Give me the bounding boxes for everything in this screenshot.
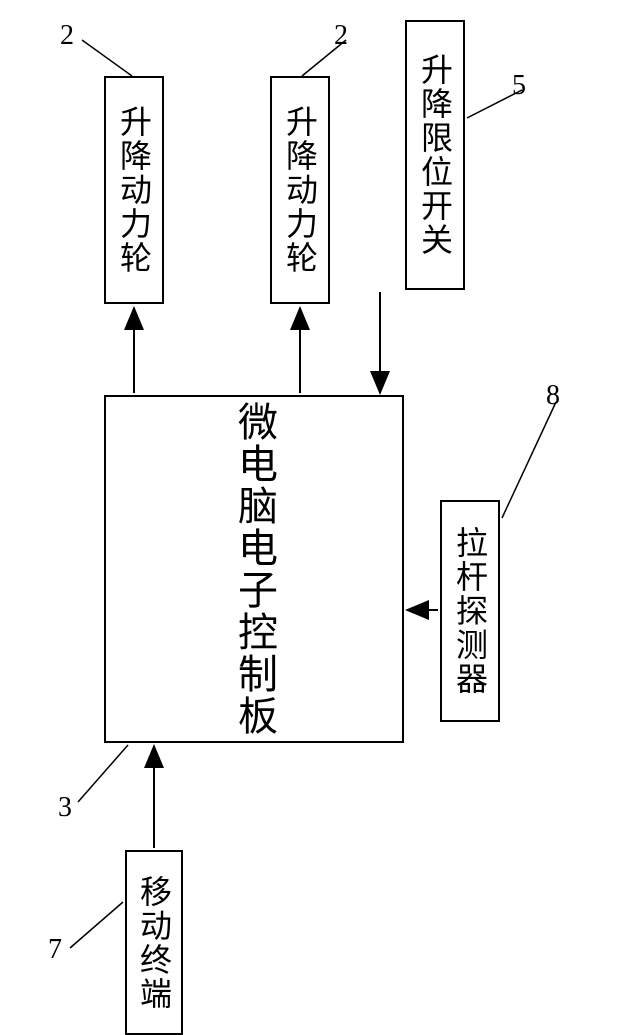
leader-7 xyxy=(70,902,123,948)
box-top-left: 升降动力轮 xyxy=(104,76,164,304)
label-8: 8 xyxy=(546,380,560,412)
label-5: 5 xyxy=(512,70,526,102)
box-top-left-text: 升降动力轮 xyxy=(111,105,157,275)
label-2-mid: 2 xyxy=(334,20,348,52)
box-top-right-text: 升降限位开关 xyxy=(412,53,458,257)
leader-3 xyxy=(78,745,128,802)
leader-8 xyxy=(502,402,556,518)
box-top-mid-text: 升降动力轮 xyxy=(277,105,323,275)
label-7: 7 xyxy=(48,934,62,966)
box-center: 微电脑电子控制板 xyxy=(104,395,404,743)
label-3: 3 xyxy=(58,792,72,824)
label-2-left: 2 xyxy=(60,20,74,52)
box-bottom-right: 拉杆探测器 xyxy=(440,500,500,722)
box-bottom-left-text: 移动终端 xyxy=(131,875,177,1011)
box-bottom-left: 移动终端 xyxy=(125,850,183,1035)
box-top-mid: 升降动力轮 xyxy=(270,76,330,304)
box-top-right: 升降限位开关 xyxy=(405,20,465,290)
box-center-text: 微电脑电子控制板 xyxy=(224,401,284,737)
box-bottom-right-text: 拉杆探测器 xyxy=(447,526,493,696)
leader-2-left xyxy=(82,40,132,76)
